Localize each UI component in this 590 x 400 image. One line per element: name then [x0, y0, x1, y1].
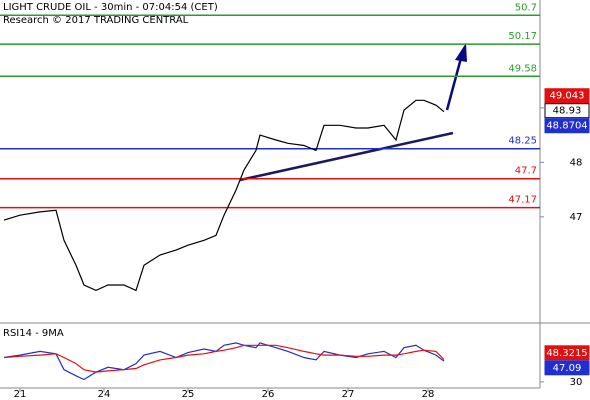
- price-tag: [544, 360, 590, 376]
- series-line: [3, 344, 445, 373]
- price-tag: [544, 118, 590, 134]
- panel-title: RSI14 - 9MA: [3, 328, 64, 339]
- y-tick-label: 30: [570, 377, 583, 388]
- price-tag: [544, 103, 590, 119]
- trend-line: [239, 131, 454, 182]
- x-tick-label: 26: [262, 389, 275, 400]
- x-tick-label: 28: [422, 389, 435, 400]
- y-tick-label: 48: [570, 157, 583, 168]
- price-tag: [544, 88, 590, 104]
- series-line: [3, 99, 445, 292]
- forecast-arrow: [445, 57, 463, 111]
- level-label: 47.7: [515, 166, 537, 177]
- price-tag-label: 48.3215: [546, 348, 587, 359]
- chart-subtitle: Research © 2017 TRADING CENTRAL: [3, 15, 189, 26]
- level-label: 50.7: [515, 2, 537, 13]
- level-label: 47.17: [508, 195, 537, 206]
- price-tag-label: 49.043: [550, 91, 585, 102]
- arrow-head: [455, 43, 467, 62]
- level-label: 48.25: [508, 136, 537, 147]
- chart-title: LIGHT CRUDE OIL - 30min - 07:04:54 (CET): [3, 2, 218, 13]
- y-tick-label: 47: [570, 212, 583, 223]
- series-line: [3, 342, 445, 381]
- x-tick-label: 21: [14, 389, 27, 400]
- price-tag-label: 48.93: [553, 106, 582, 117]
- x-tick-label: 24: [98, 389, 111, 400]
- level-label: 50.17: [508, 31, 537, 42]
- price-tag: [544, 345, 590, 361]
- price-tag-label: 48.8704: [546, 121, 587, 132]
- price-tag-label: 47.09: [553, 363, 582, 374]
- x-tick-label: 25: [182, 389, 195, 400]
- x-tick-label: 27: [342, 389, 355, 400]
- level-label: 49.58: [508, 63, 537, 74]
